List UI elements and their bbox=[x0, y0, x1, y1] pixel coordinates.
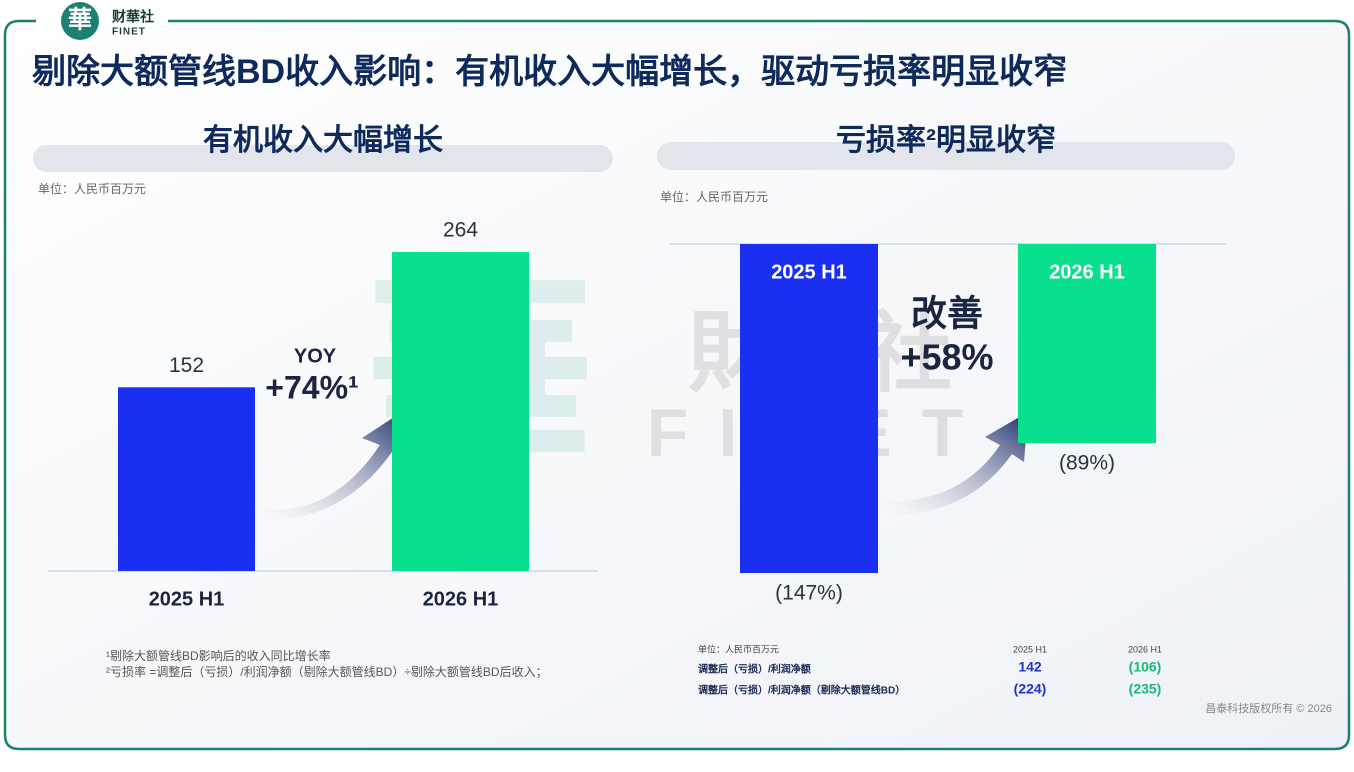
table-row-label: 调整后（亏损）/利润净额 bbox=[698, 663, 811, 676]
value-label: 152 bbox=[169, 354, 204, 377]
table-cell: (235) bbox=[1129, 681, 1162, 697]
logo-en: FINET bbox=[112, 27, 146, 38]
copyright: 昌泰科技版权所有 © 2026 bbox=[1205, 701, 1332, 715]
annotation: +58% bbox=[900, 337, 993, 378]
category-label: 2025 H1 bbox=[771, 261, 847, 283]
table-cell: 142 bbox=[1018, 659, 1042, 675]
table-header: 2026 H1 bbox=[1128, 644, 1162, 654]
bar bbox=[740, 244, 878, 573]
value-label: (147%) bbox=[775, 582, 843, 605]
unit-label: 单位：人民币百万元 bbox=[38, 181, 146, 196]
annotation: 改善 bbox=[911, 293, 983, 334]
unit-label: 单位：人民币百万元 bbox=[660, 189, 768, 204]
frame bbox=[3, 19, 1351, 751]
title-pill bbox=[657, 142, 1235, 170]
arrow bbox=[255, 408, 408, 521]
arrow bbox=[878, 412, 1028, 515]
category-label: 2026 H1 bbox=[423, 588, 499, 610]
background bbox=[5, 21, 1349, 749]
value-label: (89%) bbox=[1059, 452, 1115, 475]
slide-title: 剔除大额管线BD收入影响：有机收入大幅增长，驱动亏损率明显收窄 bbox=[32, 52, 1067, 91]
category-label: 2026 H1 bbox=[1049, 261, 1125, 283]
footnote: ²亏损率 =调整后（亏损）/利润净额（剔除大额管线BD）÷剔除大额管线BD后收入… bbox=[106, 664, 548, 679]
logo-name: 财華社 bbox=[111, 9, 154, 25]
value-label: 264 bbox=[443, 219, 478, 242]
bar bbox=[118, 387, 255, 571]
footnote: ¹剔除大额管线BD影响后的收入同比增长率 bbox=[106, 648, 331, 663]
annotation: +74%¹ bbox=[265, 369, 358, 405]
table-row-label: 调整后（亏损）/利润净额（剔除大额管线BD） bbox=[698, 684, 905, 697]
logo-badge bbox=[61, 2, 99, 40]
annotation: YOY bbox=[294, 345, 337, 367]
table-cell: (224) bbox=[1014, 681, 1047, 697]
table-header: 单位：人民币百万元 bbox=[698, 643, 779, 654]
bar bbox=[1018, 244, 1156, 444]
bar bbox=[392, 252, 529, 571]
category-label: 2025 H1 bbox=[149, 588, 225, 610]
title-pill bbox=[33, 145, 613, 172]
logo-mark: 華 bbox=[68, 6, 92, 33]
chart-title: 亏损率²明显收窄 bbox=[836, 123, 1056, 157]
chart-title: 有机收入大幅增长 bbox=[203, 124, 443, 157]
table-cell: (106) bbox=[1129, 659, 1162, 675]
table-header: 2025 H1 bbox=[1013, 644, 1047, 654]
